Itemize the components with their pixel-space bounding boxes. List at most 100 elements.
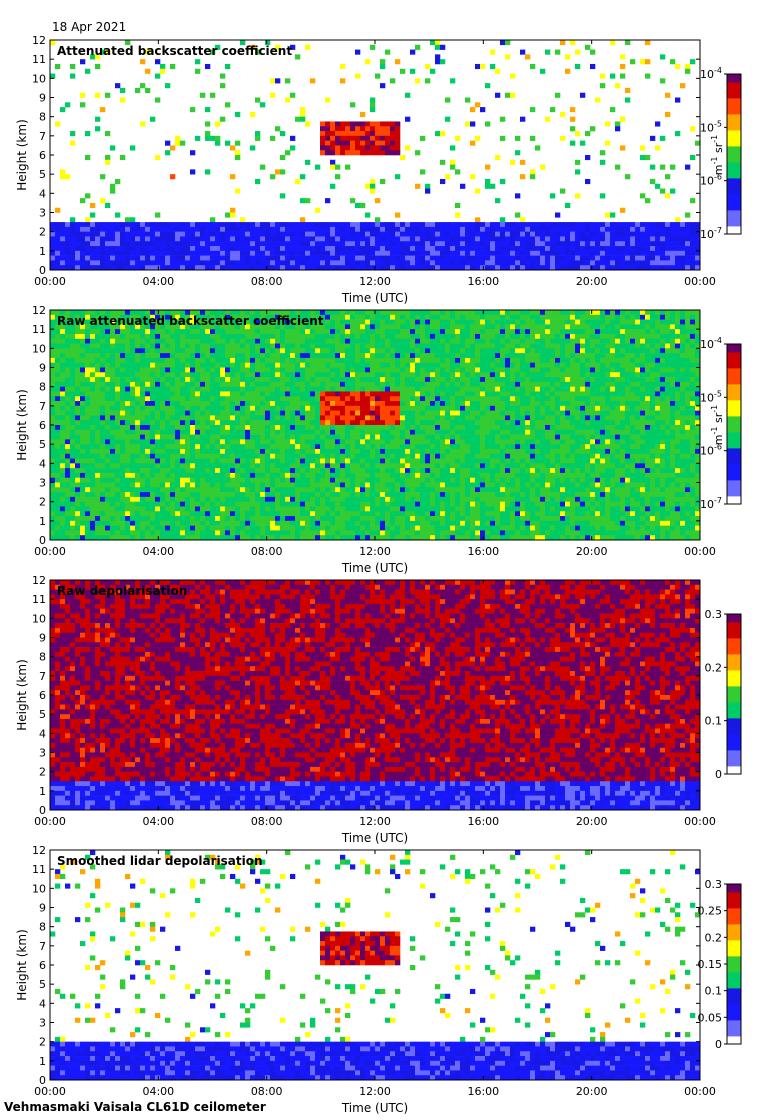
heatmap-cell — [125, 338, 131, 344]
heatmap-cell — [550, 319, 556, 325]
heatmap-cell — [70, 367, 76, 373]
heatmap-cell — [425, 401, 431, 407]
heatmap-cell — [360, 324, 366, 330]
heatmap-cell — [145, 226, 151, 232]
heatmap-cell — [110, 338, 116, 344]
heatmap-cell — [435, 343, 441, 349]
heatmap-cell — [85, 381, 91, 387]
heatmap-cell — [445, 260, 451, 266]
heatmap-cell — [80, 92, 86, 98]
heatmap-cell — [560, 372, 566, 378]
heatmap-cell — [90, 343, 96, 349]
heatmap-cell — [445, 405, 451, 411]
heatmap-cell — [115, 333, 121, 340]
heatmap-cell — [655, 329, 661, 335]
heatmap-cell — [575, 246, 581, 252]
heatmap-cell — [415, 314, 421, 320]
heatmap-cell — [395, 140, 401, 146]
heatmap-cell — [140, 338, 146, 344]
heatmap-cell — [325, 140, 331, 146]
heatmap-cell — [75, 250, 81, 256]
heatmap-cell — [520, 159, 526, 165]
heatmap-cell — [255, 353, 261, 359]
heatmap-cell — [160, 420, 166, 426]
heatmap-cell — [645, 362, 651, 368]
heatmap-cell — [400, 260, 406, 266]
heatmap-cell — [85, 353, 91, 359]
heatmap-cell — [410, 410, 416, 416]
heatmap-cell — [545, 116, 551, 122]
heatmap-cell — [140, 255, 146, 261]
heatmap-cell — [155, 255, 161, 261]
heatmap-cell — [490, 396, 496, 402]
heatmap-cell — [195, 362, 201, 368]
heatmap-cell — [190, 265, 196, 271]
heatmap-cell — [535, 338, 541, 344]
heatmap-cell — [430, 391, 436, 397]
heatmap-cell — [565, 265, 571, 271]
heatmap-cell — [440, 260, 446, 266]
heatmap-cell — [425, 241, 431, 247]
heatmap-cell — [55, 401, 61, 407]
heatmap-cell — [245, 246, 251, 252]
heatmap-cell — [660, 401, 666, 407]
heatmap-cell — [285, 255, 291, 261]
heatmap-cell — [115, 265, 121, 271]
heatmap-cell — [460, 333, 466, 340]
heatmap-cell — [375, 362, 381, 368]
heatmap-cell — [335, 310, 341, 316]
heatmap-cell — [275, 391, 281, 397]
heatmap-cell — [75, 226, 81, 232]
heatmap-cell — [470, 231, 476, 237]
heatmap-cell — [270, 405, 276, 411]
heatmap-cell — [525, 255, 531, 261]
heatmap-cell — [500, 116, 506, 122]
heatmap-cell — [210, 265, 216, 271]
heatmap-cell — [690, 198, 696, 204]
heatmap-cell — [225, 329, 231, 335]
heatmap-cell — [495, 198, 501, 204]
heatmap-cell — [50, 324, 56, 330]
heatmap-cell — [500, 222, 506, 228]
heatmap-cell — [605, 333, 611, 340]
heatmap-cell — [695, 329, 701, 335]
heatmap-cell — [680, 410, 686, 416]
heatmap-cell — [180, 372, 186, 378]
heatmap-cell — [75, 353, 81, 359]
heatmap-cell — [530, 169, 536, 175]
heatmap-cell — [655, 401, 661, 407]
heatmap-cell — [695, 391, 701, 397]
heatmap-cell — [625, 338, 631, 344]
heatmap-cell — [120, 353, 126, 359]
heatmap-cell — [665, 333, 671, 340]
heatmap-cell — [400, 401, 406, 407]
heatmap-cell — [165, 401, 171, 407]
heatmap-cell — [80, 265, 86, 271]
heatmap-cell — [145, 236, 151, 242]
heatmap-cell — [545, 329, 551, 335]
heatmap-cell — [305, 236, 311, 242]
heatmap-cell — [505, 396, 511, 402]
heatmap-cell — [580, 236, 586, 242]
heatmap-cell — [340, 265, 346, 271]
heatmap-cell — [335, 420, 341, 426]
heatmap-cell — [455, 319, 461, 325]
heatmap-cell — [365, 212, 371, 218]
heatmap-cell — [600, 353, 606, 359]
heatmap-cell — [370, 353, 376, 359]
heatmap-cell — [310, 222, 316, 228]
heatmap-cell — [205, 169, 211, 175]
heatmap-cell — [305, 377, 311, 383]
heatmap-cell — [565, 410, 571, 416]
heatmap-cell — [395, 401, 401, 407]
heatmap-cell — [105, 255, 111, 261]
heatmap-cell — [455, 236, 461, 242]
heatmap-cell — [435, 236, 441, 242]
heatmap-cell — [390, 405, 396, 411]
heatmap-cell — [235, 333, 241, 340]
heatmap-cell — [460, 255, 466, 261]
heatmap-cell — [665, 92, 671, 98]
heatmap-cell — [420, 362, 426, 368]
heatmap-cell — [600, 265, 606, 271]
heatmap-cell — [250, 333, 256, 340]
